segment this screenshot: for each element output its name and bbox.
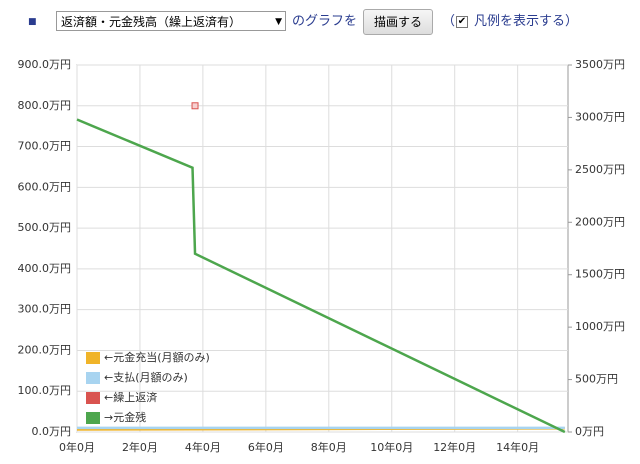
y2-tick-label: 500万円	[575, 373, 618, 386]
legend-swatch	[86, 412, 100, 424]
bullet: ■	[28, 17, 37, 27]
legend-label: →元金残	[104, 410, 146, 424]
y-tick-label: 800.0万円	[18, 99, 72, 112]
y-tick-label: 300.0万円	[18, 303, 72, 316]
series-line	[76, 118, 566, 434]
y2-tick-label: 2500万円	[575, 163, 625, 176]
select-text: 返済額・元金残高（繰上返済有）	[61, 15, 242, 29]
y-tick-label: 700.0万円	[18, 140, 72, 153]
x-tick-label: 12年0月	[433, 440, 476, 454]
y-tick-label: 600.0万円	[18, 180, 72, 193]
y2-tick-label: 0万円	[575, 425, 604, 438]
select[interactable]: 返済額・元金残高（繰上返済有） ▼	[56, 11, 286, 31]
x-tick-label: 0年0月	[59, 440, 95, 454]
legend-label: ←元金充当(月額のみ)	[104, 350, 210, 364]
arrow: ▼	[275, 17, 282, 27]
paren: （	[442, 14, 456, 29]
legend-swatch	[86, 392, 100, 404]
marker	[191, 102, 199, 110]
x-tick-label: 6年0月	[248, 440, 284, 454]
draw-button[interactable]: 描画する	[363, 9, 433, 35]
y2-tick-label: 1500万円	[575, 268, 625, 281]
legend-swatch	[86, 372, 100, 384]
x-tick-label: 4年0月	[185, 440, 221, 454]
label: のグラフを	[292, 14, 358, 29]
x-tick-label: 10年0月	[370, 440, 413, 454]
x-tick-label: 2年0月	[122, 440, 158, 454]
y-tick-label: 0.0万円	[32, 425, 72, 438]
toolbar: ■ 返済額・元金残高（繰上返済有） ▼ のグラフを 描画する （ ✔ 凡例を表示す…	[0, 8, 640, 36]
legend-checkbox[interactable]: ✔	[456, 16, 468, 28]
x-tick-label: 14年0月	[496, 440, 539, 454]
y2-tick-label: 3000万円	[575, 110, 625, 123]
x-tick-label: 8年0月	[311, 440, 347, 454]
y-tick-label: 900.0万円	[18, 58, 72, 71]
y2-tick-label: 2000万円	[575, 215, 625, 228]
legend-label: ←支払(月額のみ)	[104, 370, 188, 384]
y2-tick-label: 3500万円	[575, 58, 625, 71]
checkbox-label[interactable]: 凡例を表示する）	[474, 14, 579, 29]
y2-tick-label: 1000万円	[575, 320, 625, 333]
legend-label: ←繰上返済	[104, 390, 157, 404]
y-tick-label: 200.0万円	[18, 343, 72, 356]
y-tick-label: 500.0万円	[18, 221, 72, 234]
y-tick-label: 400.0万円	[18, 262, 72, 275]
legend-swatch	[86, 352, 100, 364]
y-tick-label: 100.0万円	[18, 384, 72, 397]
